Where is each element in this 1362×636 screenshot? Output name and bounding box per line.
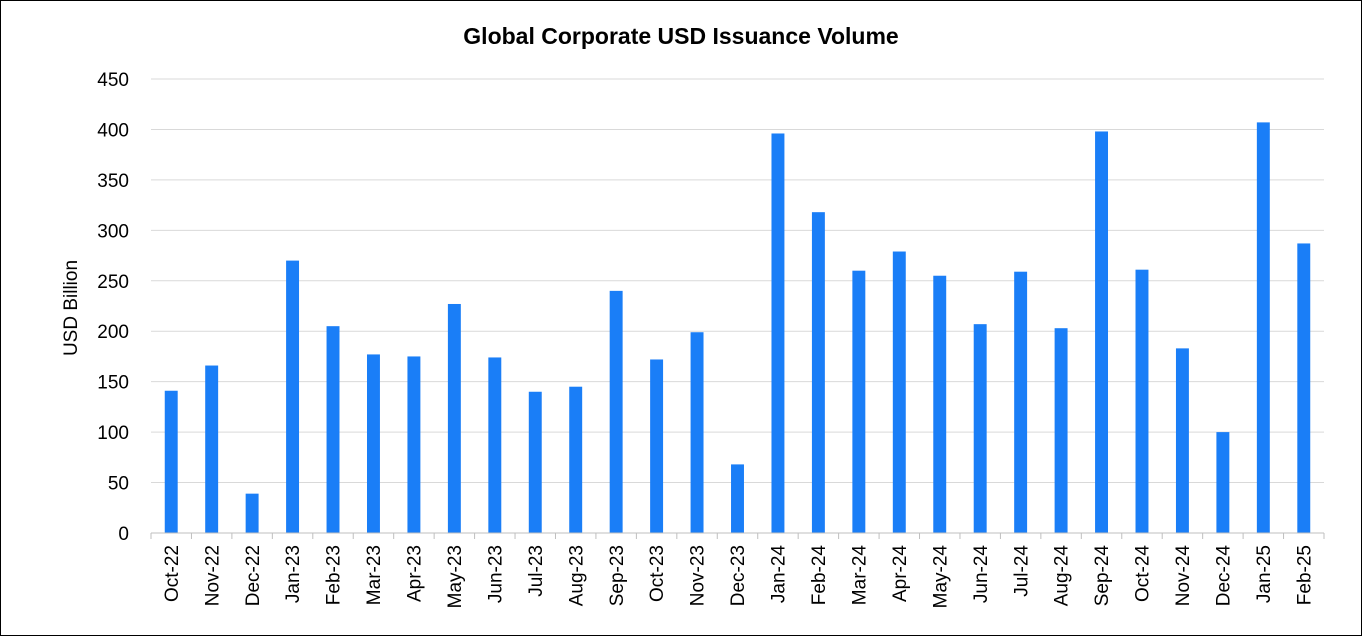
bar bbox=[407, 356, 421, 533]
bar bbox=[1256, 122, 1270, 533]
chart-title: Global Corporate USD Issuance Volume bbox=[463, 23, 898, 49]
y-axis-ticks: 0 50 100 150 200 250 300 350 400 450 bbox=[97, 70, 129, 545]
x-tick-label: Jan-24 bbox=[769, 545, 790, 604]
y-tick-label: 450 bbox=[97, 70, 129, 91]
bars bbox=[164, 122, 1311, 534]
bar bbox=[933, 275, 947, 533]
bar bbox=[1216, 432, 1230, 533]
y-tick-label: 50 bbox=[108, 474, 129, 495]
x-tick-label: Sep-24 bbox=[1092, 545, 1113, 607]
y-tick-label: 350 bbox=[97, 171, 129, 192]
x-tick-label: Jul-24 bbox=[1011, 545, 1032, 597]
y-tick-label: 150 bbox=[97, 373, 129, 394]
x-tick-label: Dec-22 bbox=[243, 545, 264, 606]
bar bbox=[1175, 348, 1189, 533]
bar bbox=[1135, 269, 1149, 533]
bar bbox=[650, 359, 664, 533]
bar bbox=[569, 386, 583, 533]
bar bbox=[366, 354, 380, 533]
bar bbox=[852, 270, 866, 533]
bar bbox=[326, 326, 340, 533]
bar bbox=[447, 303, 461, 533]
bar bbox=[245, 493, 259, 533]
x-tick-label: Apr-24 bbox=[890, 545, 911, 602]
x-tick-label: Oct-23 bbox=[647, 545, 668, 602]
bar bbox=[892, 251, 906, 533]
bar bbox=[1297, 243, 1311, 533]
x-tick-label: Feb-24 bbox=[809, 545, 830, 606]
x-axis bbox=[150, 532, 1325, 539]
x-tick-label: Feb-23 bbox=[324, 545, 345, 605]
x-tick-label: Oct-22 bbox=[162, 545, 183, 602]
y-tick-label: 400 bbox=[97, 120, 129, 141]
bar bbox=[771, 133, 785, 534]
x-tick-label: Dec-24 bbox=[1214, 545, 1235, 607]
x-tick-label: Aug-23 bbox=[566, 545, 587, 606]
x-tick-label: Nov-22 bbox=[202, 545, 223, 606]
y-axis-label: USD Billion bbox=[61, 260, 82, 356]
gridlines bbox=[151, 78, 1324, 484]
x-tick-label: Feb-25 bbox=[1294, 545, 1315, 605]
x-tick-label: Apr-23 bbox=[405, 545, 426, 602]
x-axis-ticks: Oct-22 Nov-22 Dec-22 Jan-23 Feb-23 Mar-23 Apr-… bbox=[162, 545, 1316, 609]
x-tick-label: Dec-23 bbox=[728, 545, 749, 606]
x-tick-label: Jul-23 bbox=[526, 545, 547, 597]
x-tick-label: Sep-23 bbox=[607, 545, 628, 606]
bar bbox=[1014, 271, 1028, 533]
bar bbox=[609, 290, 623, 533]
y-tick-label: 300 bbox=[97, 221, 129, 242]
bar bbox=[1054, 328, 1068, 533]
x-tick-label: Jun-24 bbox=[971, 545, 992, 604]
x-tick-label: May-24 bbox=[930, 545, 951, 609]
bar bbox=[973, 324, 987, 533]
x-tick-label: Jun-23 bbox=[485, 545, 506, 603]
y-tick-label: 200 bbox=[97, 322, 129, 343]
bar bbox=[690, 332, 704, 533]
y-tick-label: 100 bbox=[97, 423, 129, 444]
bar bbox=[488, 357, 502, 533]
x-tick-label: Jan-23 bbox=[283, 545, 304, 603]
bar bbox=[528, 391, 542, 533]
bar bbox=[1095, 131, 1109, 533]
bar bbox=[164, 390, 178, 533]
x-tick-label: May-23 bbox=[445, 545, 466, 608]
bar bbox=[811, 212, 825, 533]
x-tick-label: Nov-24 bbox=[1173, 545, 1194, 607]
x-tick-label: Mar-23 bbox=[364, 545, 385, 605]
bar bbox=[731, 464, 744, 533]
y-tick-label: 250 bbox=[97, 272, 129, 293]
y-tick-label: 0 bbox=[118, 524, 129, 545]
bar bbox=[286, 260, 300, 533]
x-tick-label: Aug-24 bbox=[1052, 545, 1073, 607]
bar bbox=[205, 365, 219, 533]
x-tick-label: Jan-25 bbox=[1254, 545, 1275, 603]
x-tick-label: Nov-23 bbox=[688, 545, 709, 606]
x-tick-label: Mar-24 bbox=[849, 545, 870, 606]
x-tick-label: Oct-24 bbox=[1133, 545, 1154, 602]
